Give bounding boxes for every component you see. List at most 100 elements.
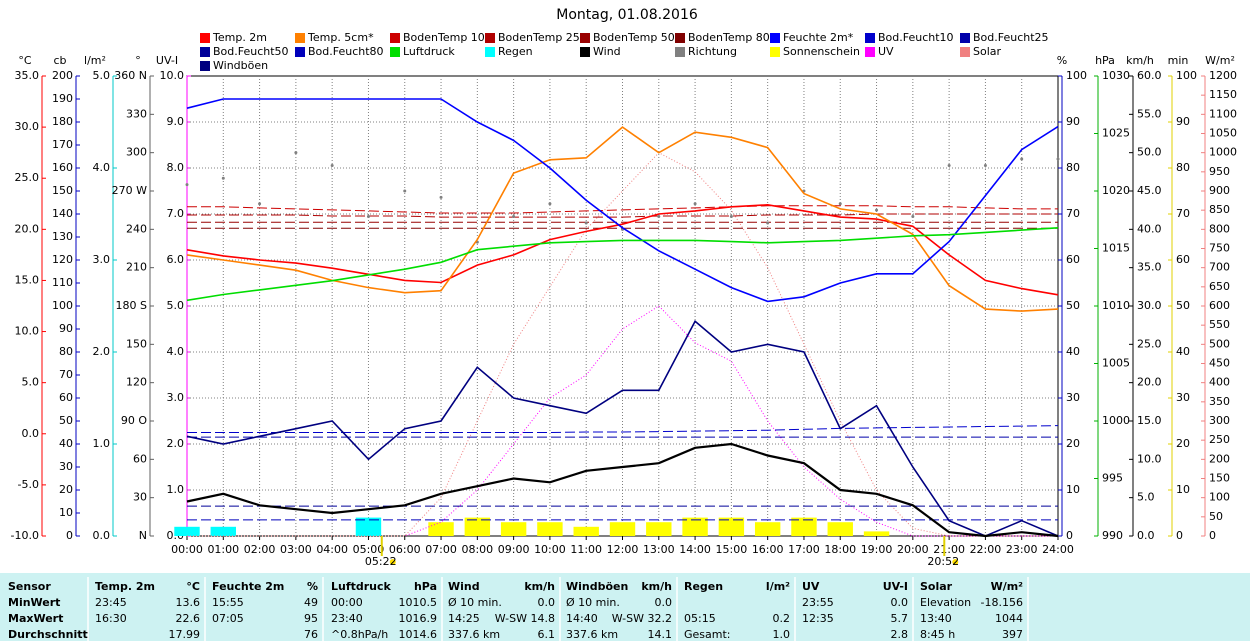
x-tick-label: 01:00 — [207, 543, 239, 556]
table-cell: 1.0 — [773, 628, 791, 641]
y-tick-label: 550 — [1209, 318, 1230, 331]
y-tick-label: 1000 — [1209, 146, 1237, 159]
y-tick-label: 0 — [1066, 529, 1073, 542]
x-tick-label: 06:00 — [389, 543, 421, 556]
y-tick-label: 400 — [1209, 376, 1230, 389]
point — [947, 163, 951, 167]
x-tick-label: 21:00 — [933, 543, 965, 556]
legend-swatch — [960, 33, 970, 43]
y-tick-label: 45.0 — [1137, 184, 1162, 197]
table-cell: UV-I — [883, 580, 908, 593]
legend-label: Bod.Feucht80 — [308, 45, 384, 58]
legend-label: Windböen — [213, 59, 268, 72]
y-tick-label: 330 — [126, 107, 147, 120]
table-cell: 13:40 — [920, 612, 952, 625]
table-cell: 337.6 km — [566, 628, 618, 641]
y-tick-label: 4.0 — [93, 161, 111, 174]
legend-swatch — [675, 47, 685, 57]
y-tick-label: 40 — [1176, 345, 1190, 358]
axis-title: hPa — [1095, 54, 1115, 67]
legend-label: UV — [878, 45, 894, 58]
legend-swatch — [200, 61, 210, 71]
y-tick-label: 1030 — [1102, 69, 1130, 82]
legend-label: Temp. 2m — [212, 31, 267, 44]
y-tick-label: 1015 — [1102, 242, 1130, 255]
table-cell: Elevation — [920, 596, 971, 609]
axis-title: cb — [53, 54, 66, 67]
table-cell: Wind — [448, 580, 480, 593]
y-tick-label: 100 — [1066, 69, 1087, 82]
y-tick-label: 20.0 — [15, 222, 40, 235]
row-label: Durchschnitt — [8, 628, 88, 641]
y-tick-label: 160 — [52, 161, 73, 174]
table-cell: 397 — [1002, 628, 1023, 641]
y-tick-label: 5.0 — [1137, 491, 1155, 504]
y-tick-label: 20 — [1066, 437, 1080, 450]
legend-swatch — [770, 47, 780, 57]
chart-title: Montag, 01.08.2016 — [556, 7, 698, 23]
table-cell: km/h — [641, 580, 672, 593]
y-tick-label: 100 — [1209, 491, 1230, 504]
table-cell: 14:40 — [566, 612, 598, 625]
y-tick-label: 240 — [126, 222, 147, 235]
point — [366, 215, 370, 219]
table-cell: 22.6 — [176, 612, 201, 625]
y-tick-label: 60 — [59, 391, 73, 404]
bar — [355, 517, 382, 536]
y-tick-label: 1010 — [1102, 299, 1130, 312]
y-tick-label: 180 — [52, 115, 73, 128]
point — [258, 202, 262, 206]
y-tick-label: 10 — [59, 506, 73, 519]
table-cell: 1010.5 — [399, 596, 438, 609]
y-tick-label: -5.0 — [18, 478, 39, 491]
y-tick-label: 55.0 — [1137, 107, 1162, 120]
point — [983, 163, 987, 167]
legend-label: Feuchte 2m* — [783, 31, 854, 44]
table-cell: Ø 10 min. — [566, 596, 620, 609]
table-cell: % — [307, 580, 318, 593]
x-tick-label: 18:00 — [824, 543, 856, 556]
y-tick-label: 50 — [1066, 299, 1080, 312]
y-tick-label: 0 — [1209, 529, 1216, 542]
y-tick-label: 1050 — [1209, 127, 1237, 140]
table-cell: 6.1 — [538, 628, 556, 641]
table-cell: 23:55 — [802, 596, 834, 609]
x-tick-label: 12:00 — [607, 543, 639, 556]
table-cell: 1014.6 — [399, 628, 438, 641]
table-cell: UV — [802, 580, 820, 593]
y-tick-label: 270 W — [112, 184, 147, 197]
y-tick-label: 1150 — [1209, 88, 1237, 101]
x-tick-label: 11:00 — [570, 543, 602, 556]
y-tick-label: 10 — [1176, 483, 1190, 496]
legend-swatch — [770, 33, 780, 43]
bar — [718, 517, 745, 536]
y-tick-label: 30.0 — [1137, 299, 1162, 312]
y-tick-label: 190 — [52, 92, 73, 105]
point — [729, 215, 733, 219]
table-cell: Regen — [684, 580, 723, 593]
table-cell: 23:40 — [331, 612, 363, 625]
y-tick-label: 450 — [1209, 357, 1230, 370]
legend-swatch — [485, 33, 495, 43]
y-tick-label: 50 — [1176, 299, 1190, 312]
y-tick-label: 100 — [1176, 69, 1197, 82]
axis-title: l/m² — [84, 54, 106, 67]
series-line — [187, 205, 1058, 214]
axis-title: UV-I — [156, 54, 178, 67]
y-tick-label: 9.0 — [167, 115, 185, 128]
y-tick-label: 120 — [52, 253, 73, 266]
bar — [682, 517, 708, 536]
axis-title: W/m² — [1205, 54, 1235, 67]
table-cell: Solar — [920, 580, 953, 593]
x-tick-label: 13:00 — [643, 543, 675, 556]
point — [221, 176, 225, 180]
table-cell: -18.156 — [981, 596, 1023, 609]
x-tick-label: 22:00 — [970, 543, 1002, 556]
y-tick-label: 0.0 — [22, 427, 40, 440]
point — [294, 151, 298, 155]
table-cell: 2.8 — [891, 628, 909, 641]
y-tick-label: 150 — [52, 184, 73, 197]
bar — [863, 531, 890, 536]
series-line — [187, 213, 1058, 218]
